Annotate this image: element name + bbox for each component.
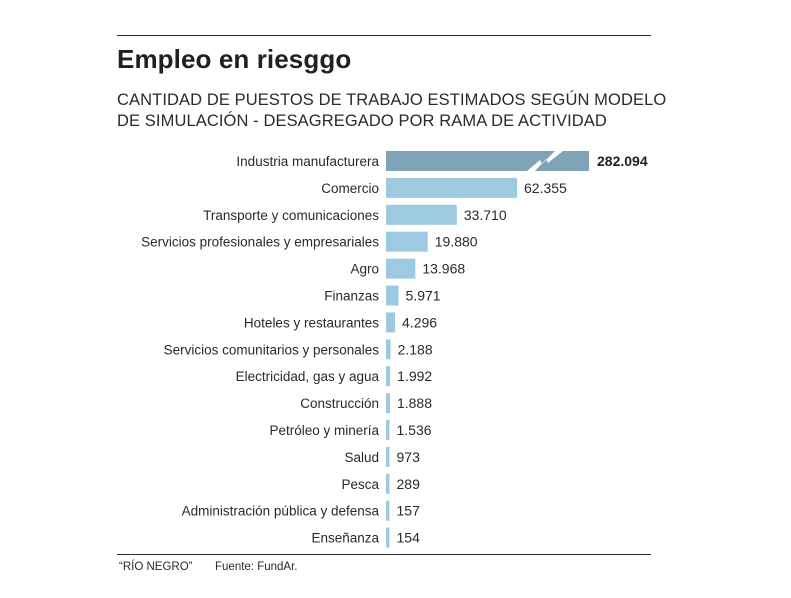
category-label-construccion: Construcción (300, 396, 379, 411)
bar-pesca (386, 473, 390, 494)
value-label-transporte-y-comunicaciones: 33.710 (464, 207, 507, 223)
bar-hoteles-y-restaurantes (386, 312, 396, 333)
category-label-salud: Salud (344, 450, 379, 465)
value-label-pesca: 289 (397, 476, 421, 492)
chart-subtitle: CANTIDAD DE PUESTOS DE TRABAJO ESTIMADOS… (117, 90, 677, 132)
value-label-finanzas: 5.971 (406, 288, 441, 304)
footer-source: Fuente: FundAr. (215, 561, 298, 573)
bar-row-industria-manufacturera: Industria manufacturera 282.094 (236, 151, 648, 171)
bar-row-petroleo-y-mineria: Petróleo y minería 1.536 (269, 420, 432, 440)
bar-administracion-publica-y-defensa (386, 500, 390, 521)
bar-row-hoteles-y-restaurantes: Hoteles y restaurantes 4.296 (244, 312, 437, 333)
category-label-pesca: Pesca (341, 477, 379, 492)
value-label-servicios-comunitarios-y-personales: 2.188 (398, 341, 433, 357)
bar-servicios-profesionales-y-empresariales (386, 231, 428, 252)
category-label-petroleo-y-mineria: Petróleo y minería (269, 423, 379, 438)
value-label-salud: 973 (397, 449, 421, 465)
bar-row-administracion-publica-y-defensa: Administración pública y defensa 157 (182, 500, 421, 521)
value-label-comercio: 62.355 (524, 180, 567, 196)
value-label-electricidad-gas-y-agua: 1.992 (397, 368, 432, 384)
category-label-transporte-y-comunicaciones: Transporte y comunicaciones (203, 208, 379, 223)
value-label-agro: 13.968 (422, 261, 465, 277)
value-label-administracion-publica-y-defensa: 157 (397, 503, 421, 519)
bar-petroleo-y-mineria (386, 420, 390, 440)
bar-row-comercio: Comercio 62.355 (321, 177, 567, 198)
value-label-servicios-profesionales-y-empresariales: 19.880 (435, 234, 478, 250)
footer-credit: “RÍO NEGRO” (119, 561, 193, 573)
category-label-administracion-publica-y-defensa: Administración pública y defensa (182, 504, 380, 519)
value-label-hoteles-y-restaurantes: 4.296 (402, 314, 437, 330)
bar-row-pesca: Pesca 289 (341, 473, 421, 494)
category-label-industria-manufacturera: Industria manufacturera (236, 154, 379, 169)
value-label-construccion: 1.888 (397, 395, 432, 411)
bar-electricidad-gas-y-agua (386, 366, 391, 387)
chart-title: Empleo en riesggo (117, 44, 352, 74)
bar-row-ensenanza: Enseñanza 154 (311, 527, 421, 548)
bar-finanzas (386, 285, 399, 306)
category-label-electricidad-gas-y-agua: Electricidad, gas y agua (236, 369, 380, 384)
bottom-rule (117, 554, 651, 555)
category-label-hoteles-y-restaurantes: Hoteles y restaurantes (244, 315, 379, 330)
bar-agro (386, 258, 416, 279)
bar-comercio (386, 177, 517, 198)
bar-salud (386, 446, 390, 467)
category-label-servicios-comunitarios-y-personales: Servicios comunitarios y personales (164, 342, 380, 357)
subtitle-line-2: DE SIMULACIÓN - DESAGREGADO POR RAMA DE … (117, 112, 607, 130)
top-rule (117, 35, 651, 36)
value-label-petroleo-y-mineria: 1.536 (397, 422, 432, 438)
bar-servicios-comunitarios-y-personales (386, 339, 391, 360)
subtitle-line-1: CANTIDAD DE PUESTOS DE TRABAJO ESTIMADOS… (117, 91, 667, 109)
axis-break-mark (527, 151, 563, 171)
value-label-industria-manufacturera: 282.094 (597, 153, 648, 169)
value-label-ensenanza: 154 (397, 530, 421, 546)
category-label-ensenanza: Enseñanza (311, 531, 379, 546)
bar-row-construccion: Construcción 1.888 (300, 393, 432, 414)
bar-row-electricidad-gas-y-agua: Electricidad, gas y agua 1.992 (236, 366, 432, 387)
bar-ensenanza (386, 527, 390, 548)
bar-row-finanzas: Finanzas 5.971 (324, 285, 441, 306)
bar-row-servicios-profesionales-y-empresariales: Servicios profesionales y empresariales 1… (141, 231, 478, 252)
bar-transporte-y-comunicaciones (386, 204, 457, 225)
bar-row-transporte-y-comunicaciones: Transporte y comunicaciones 33.710 (203, 204, 507, 225)
category-label-servicios-profesionales-y-empresariales: Servicios profesionales y empresariales (141, 235, 379, 250)
category-label-comercio: Comercio (321, 181, 379, 196)
category-label-agro: Agro (350, 262, 379, 277)
bar-row-agro: Agro 13.968 (350, 258, 465, 279)
bar-row-salud: Salud 973 (344, 446, 421, 467)
category-label-finanzas: Finanzas (324, 289, 379, 304)
bar-construccion (386, 393, 390, 414)
bar-row-servicios-comunitarios-y-personales: Servicios comunitarios y personales 2.188 (164, 339, 433, 360)
